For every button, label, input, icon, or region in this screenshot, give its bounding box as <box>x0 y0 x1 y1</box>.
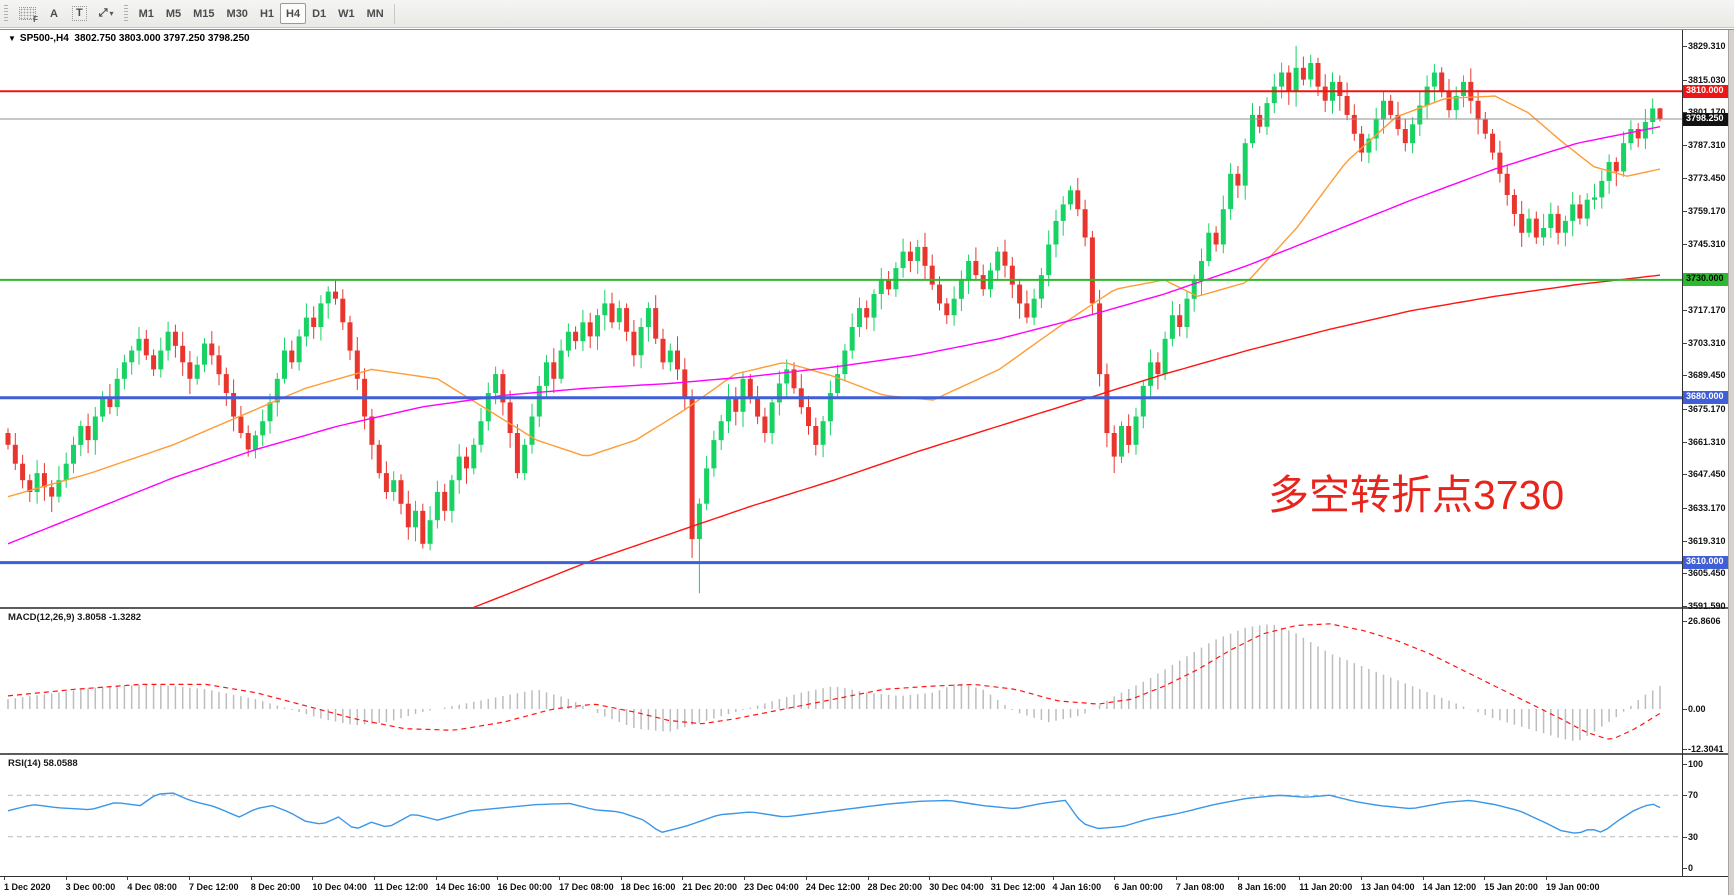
time-axis-label: 28 Dec 20:00 <box>867 882 923 892</box>
pane-separator[interactable] <box>0 753 1728 755</box>
toolbar: F A T ⤢ ▾ M1 M5 M15 M30 H1 H4 D1 W1 MN <box>0 0 1734 28</box>
time-axis-tick <box>4 877 5 880</box>
time-axis-label: 16 Dec 00:00 <box>497 882 552 892</box>
timeframe-button-d1[interactable]: D1 <box>312 7 327 20</box>
timeframe-button-m1[interactable]: M1 <box>138 7 154 20</box>
time-axis-label: 8 Dec 20:00 <box>250 882 301 892</box>
pane-separator[interactable] <box>0 607 1728 609</box>
timeframe-button-h1[interactable]: H1 <box>259 7 274 20</box>
timeframe-button-mn[interactable]: MN <box>366 7 384 20</box>
chart-grid-button[interactable]: F <box>13 3 42 24</box>
time-axis-tick <box>127 877 129 880</box>
ohlc-values: 3802.750 3803.000 3797.250 3798.250 <box>74 33 250 44</box>
time-axis-label: 14 Dec 16:00 <box>435 882 491 892</box>
time-axis-tick <box>1299 877 1301 880</box>
window-right-strip <box>1728 30 1734 895</box>
time-axis-tick <box>559 877 561 880</box>
time-axis-tick <box>374 877 376 880</box>
timeframe-button-m5[interactable]: M5 <box>165 7 182 20</box>
time-axis-label: 23 Dec 04:00 <box>744 882 799 892</box>
time-axis-label: 7 Jan 08:00 <box>1175 882 1225 892</box>
text-box-icon: T <box>72 6 87 21</box>
collapse-arrow-icon[interactable]: ▼ <box>8 34 16 43</box>
time-axis-label: 3 Dec 00:00 <box>65 882 116 892</box>
macd-pane[interactable] <box>0 609 1728 753</box>
time-axis-label: 30 Dec 04:00 <box>929 882 984 892</box>
time-axis-tick <box>65 877 67 880</box>
time-axis-tick <box>744 877 746 880</box>
toolbar-grip[interactable] <box>4 4 8 23</box>
time-axis-tick <box>312 877 314 880</box>
time-axis-tick <box>1484 877 1486 880</box>
time-axis-tick <box>1114 877 1116 880</box>
time-axis[interactable]: 1 Dec 2020 3 Dec 00:00 4 Dec 08:00 7 Dec 12… <box>0 876 1728 895</box>
time-axis-tick <box>497 877 499 880</box>
time-axis-label: 13 Jan 04:00 <box>1360 882 1415 892</box>
time-axis-tick <box>1360 877 1362 880</box>
time-axis-label: 11 Jan 20:00 <box>1299 882 1353 892</box>
time-axis-label: 14 Jan 12:00 <box>1422 882 1477 892</box>
time-axis-label: 8 Jan 16:00 <box>1237 882 1287 892</box>
time-axis-tick <box>682 877 684 880</box>
time-axis-tick <box>929 877 931 880</box>
drawing-style-button[interactable]: ⤢ ▾ <box>93 3 120 24</box>
time-axis-label: 4 Dec 08:00 <box>127 882 177 892</box>
time-axis-label: 4 Jan 16:00 <box>1052 882 1102 892</box>
time-axis-tick <box>620 877 622 880</box>
time-axis-tick <box>250 877 252 880</box>
time-axis-tick <box>990 877 992 880</box>
time-axis-tick <box>867 877 869 880</box>
time-axis-tick <box>1422 877 1424 880</box>
chevron-down-icon[interactable]: ▾ <box>109 9 114 18</box>
add-text-box-button[interactable]: T <box>66 3 93 24</box>
timeframe-button-group: M1 M5 M15 M30 H1 H4 D1 W1 MN <box>133 3 390 24</box>
time-axis-label: 1 Dec 2020 <box>4 882 51 892</box>
diagonal-arrows-icon: ⤢ <box>98 7 108 19</box>
time-axis-tick <box>1237 877 1239 880</box>
chart-window: ▼ SP500-,H4 3802.750 3803.000 3797.250 37… <box>0 29 1734 895</box>
macd-values: 3.8058 -1.3282 <box>77 612 142 623</box>
main-price-pane[interactable] <box>0 30 1728 607</box>
rsi-indicator-label: RSI(14) 58.0588 <box>8 758 78 769</box>
time-axis-tick <box>435 877 437 880</box>
rsi-pane[interactable] <box>0 755 1728 876</box>
timeframe-button-w1[interactable]: W1 <box>338 7 355 20</box>
time-axis-tick <box>189 877 191 880</box>
time-axis-tick <box>1052 877 1054 880</box>
rsi-value: 58.0588 <box>43 758 78 769</box>
time-axis-label: 10 Dec 04:00 <box>312 882 367 892</box>
time-axis-label: 21 Dec 20:00 <box>682 882 738 892</box>
time-axis-label: 6 Jan 00:00 <box>1114 882 1163 892</box>
time-axis-label: 19 Jan 00:00 <box>1546 882 1600 892</box>
time-axis-tick <box>1546 877 1547 880</box>
macd-indicator-label: MACD(12,26,9) 3.8058 -1.3282 <box>8 612 142 623</box>
time-axis-tick <box>805 877 807 880</box>
timeframe-button-h4[interactable]: H4 <box>280 3 307 24</box>
text-a-icon: A <box>50 7 58 20</box>
chart-annotation: 多空转折点3730 <box>1268 472 1565 518</box>
time-axis-label: 17 Dec 08:00 <box>559 882 614 892</box>
add-text-label-button[interactable]: A <box>42 3 66 24</box>
grid-f-label: F <box>33 15 38 24</box>
time-axis-label: 24 Dec 12:00 <box>805 882 861 892</box>
timeframe-group-grip[interactable] <box>123 4 128 23</box>
symbol-label: SP500-,H4 <box>19 33 69 44</box>
grid-icon: F <box>19 7 38 24</box>
timeframe-button-m30[interactable]: M30 <box>226 7 248 20</box>
timeframe-button-m15[interactable]: M15 <box>193 7 215 20</box>
time-axis-tick <box>1175 877 1177 880</box>
price-axis-border <box>1682 30 1683 877</box>
time-axis-label: 7 Dec 12:00 <box>189 882 239 892</box>
chart-title: ▼ SP500-,H4 3802.750 3803.000 3797.250 37… <box>8 33 250 44</box>
time-axis-label: 31 Dec 12:00 <box>990 882 1046 892</box>
time-axis-label: 11 Dec 12:00 <box>374 882 429 892</box>
toolbar-separator <box>393 3 395 24</box>
time-axis-label: 15 Jan 20:00 <box>1484 882 1538 892</box>
time-axis-label: 18 Dec 16:00 <box>620 882 676 892</box>
